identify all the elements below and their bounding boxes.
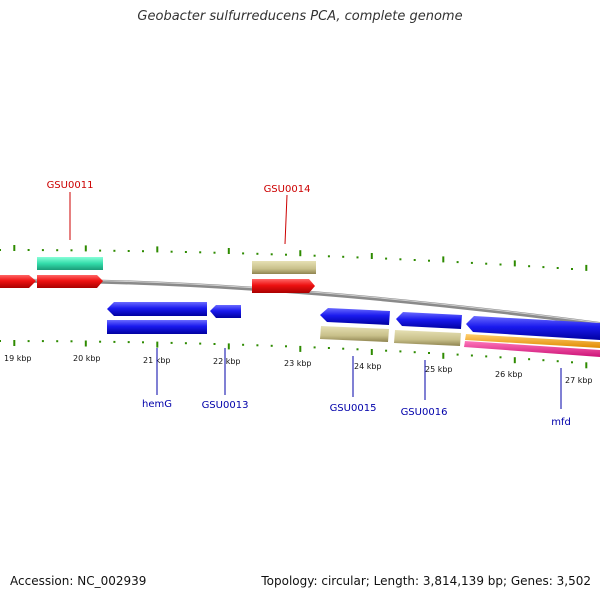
khaki-feature-gsu0014[interactable]: [252, 261, 316, 274]
cds-gsu0013[interactable]: [210, 305, 241, 318]
label-leader-line: [284, 194, 288, 245]
map-title: Geobacter sulfurreducens PCA, complete g…: [137, 9, 463, 24]
cds-arrow-forward[interactable]: [0, 275, 36, 288]
outer-tick-row: [0, 245, 588, 271]
scale-label: 25 kbp: [425, 365, 453, 374]
scale-labels: 19 kbp 20 kbp 21 kbp 22 kbp 23 kbp 24 kb…: [4, 354, 593, 385]
scale-label: 24 kbp: [354, 362, 382, 371]
scale-label: 20 kbp: [73, 354, 101, 363]
gene-label-gsu0016[interactable]: GSU0016: [401, 407, 448, 418]
khaki-feature-gsu0016[interactable]: [394, 330, 461, 346]
scale-label: 27 kbp: [565, 376, 593, 385]
scale-label: 23 kbp: [284, 359, 312, 368]
cds-gsu0011[interactable]: [37, 275, 103, 288]
cds-hemg[interactable]: [107, 320, 207, 334]
cds-hemg-upper[interactable]: [107, 302, 207, 316]
topology-text: Topology: circular; Length: 3,814,139 bp…: [261, 574, 591, 588]
cds-gsu0015[interactable]: [320, 308, 390, 325]
gene-label-gsu0015[interactable]: GSU0015: [330, 403, 377, 414]
reverse-gene-labels: hemG GSU0013 GSU0015 GSU0016 mfd: [142, 348, 571, 428]
teal-feature[interactable]: [37, 257, 103, 270]
gene-label-mfd[interactable]: mfd: [551, 417, 571, 428]
scale-label: 26 kbp: [495, 370, 523, 379]
orange-feature[interactable]: [465, 334, 600, 348]
gene-label-gsu0014[interactable]: GSU0014: [264, 184, 311, 195]
gene-label-hemg[interactable]: hemG: [142, 399, 172, 410]
scale-label: 19 kbp: [4, 354, 32, 363]
magenta-feature[interactable]: [464, 341, 600, 357]
cds-mfd[interactable]: [466, 316, 600, 340]
gene-label-gsu0011[interactable]: GSU0011: [47, 180, 94, 191]
accession-text: Accession: NC_002939: [10, 574, 147, 588]
khaki-feature-gsu0015[interactable]: [320, 326, 389, 342]
cds-gsu0016[interactable]: [396, 312, 462, 329]
cds-gsu0014[interactable]: [252, 279, 315, 293]
scale-label: 22 kbp: [213, 357, 241, 366]
gene-label-gsu0013[interactable]: GSU0013: [202, 400, 249, 411]
inner-tick-row: [0, 340, 588, 369]
forward-gene-labels: GSU0011 GSU0014: [47, 180, 311, 245]
